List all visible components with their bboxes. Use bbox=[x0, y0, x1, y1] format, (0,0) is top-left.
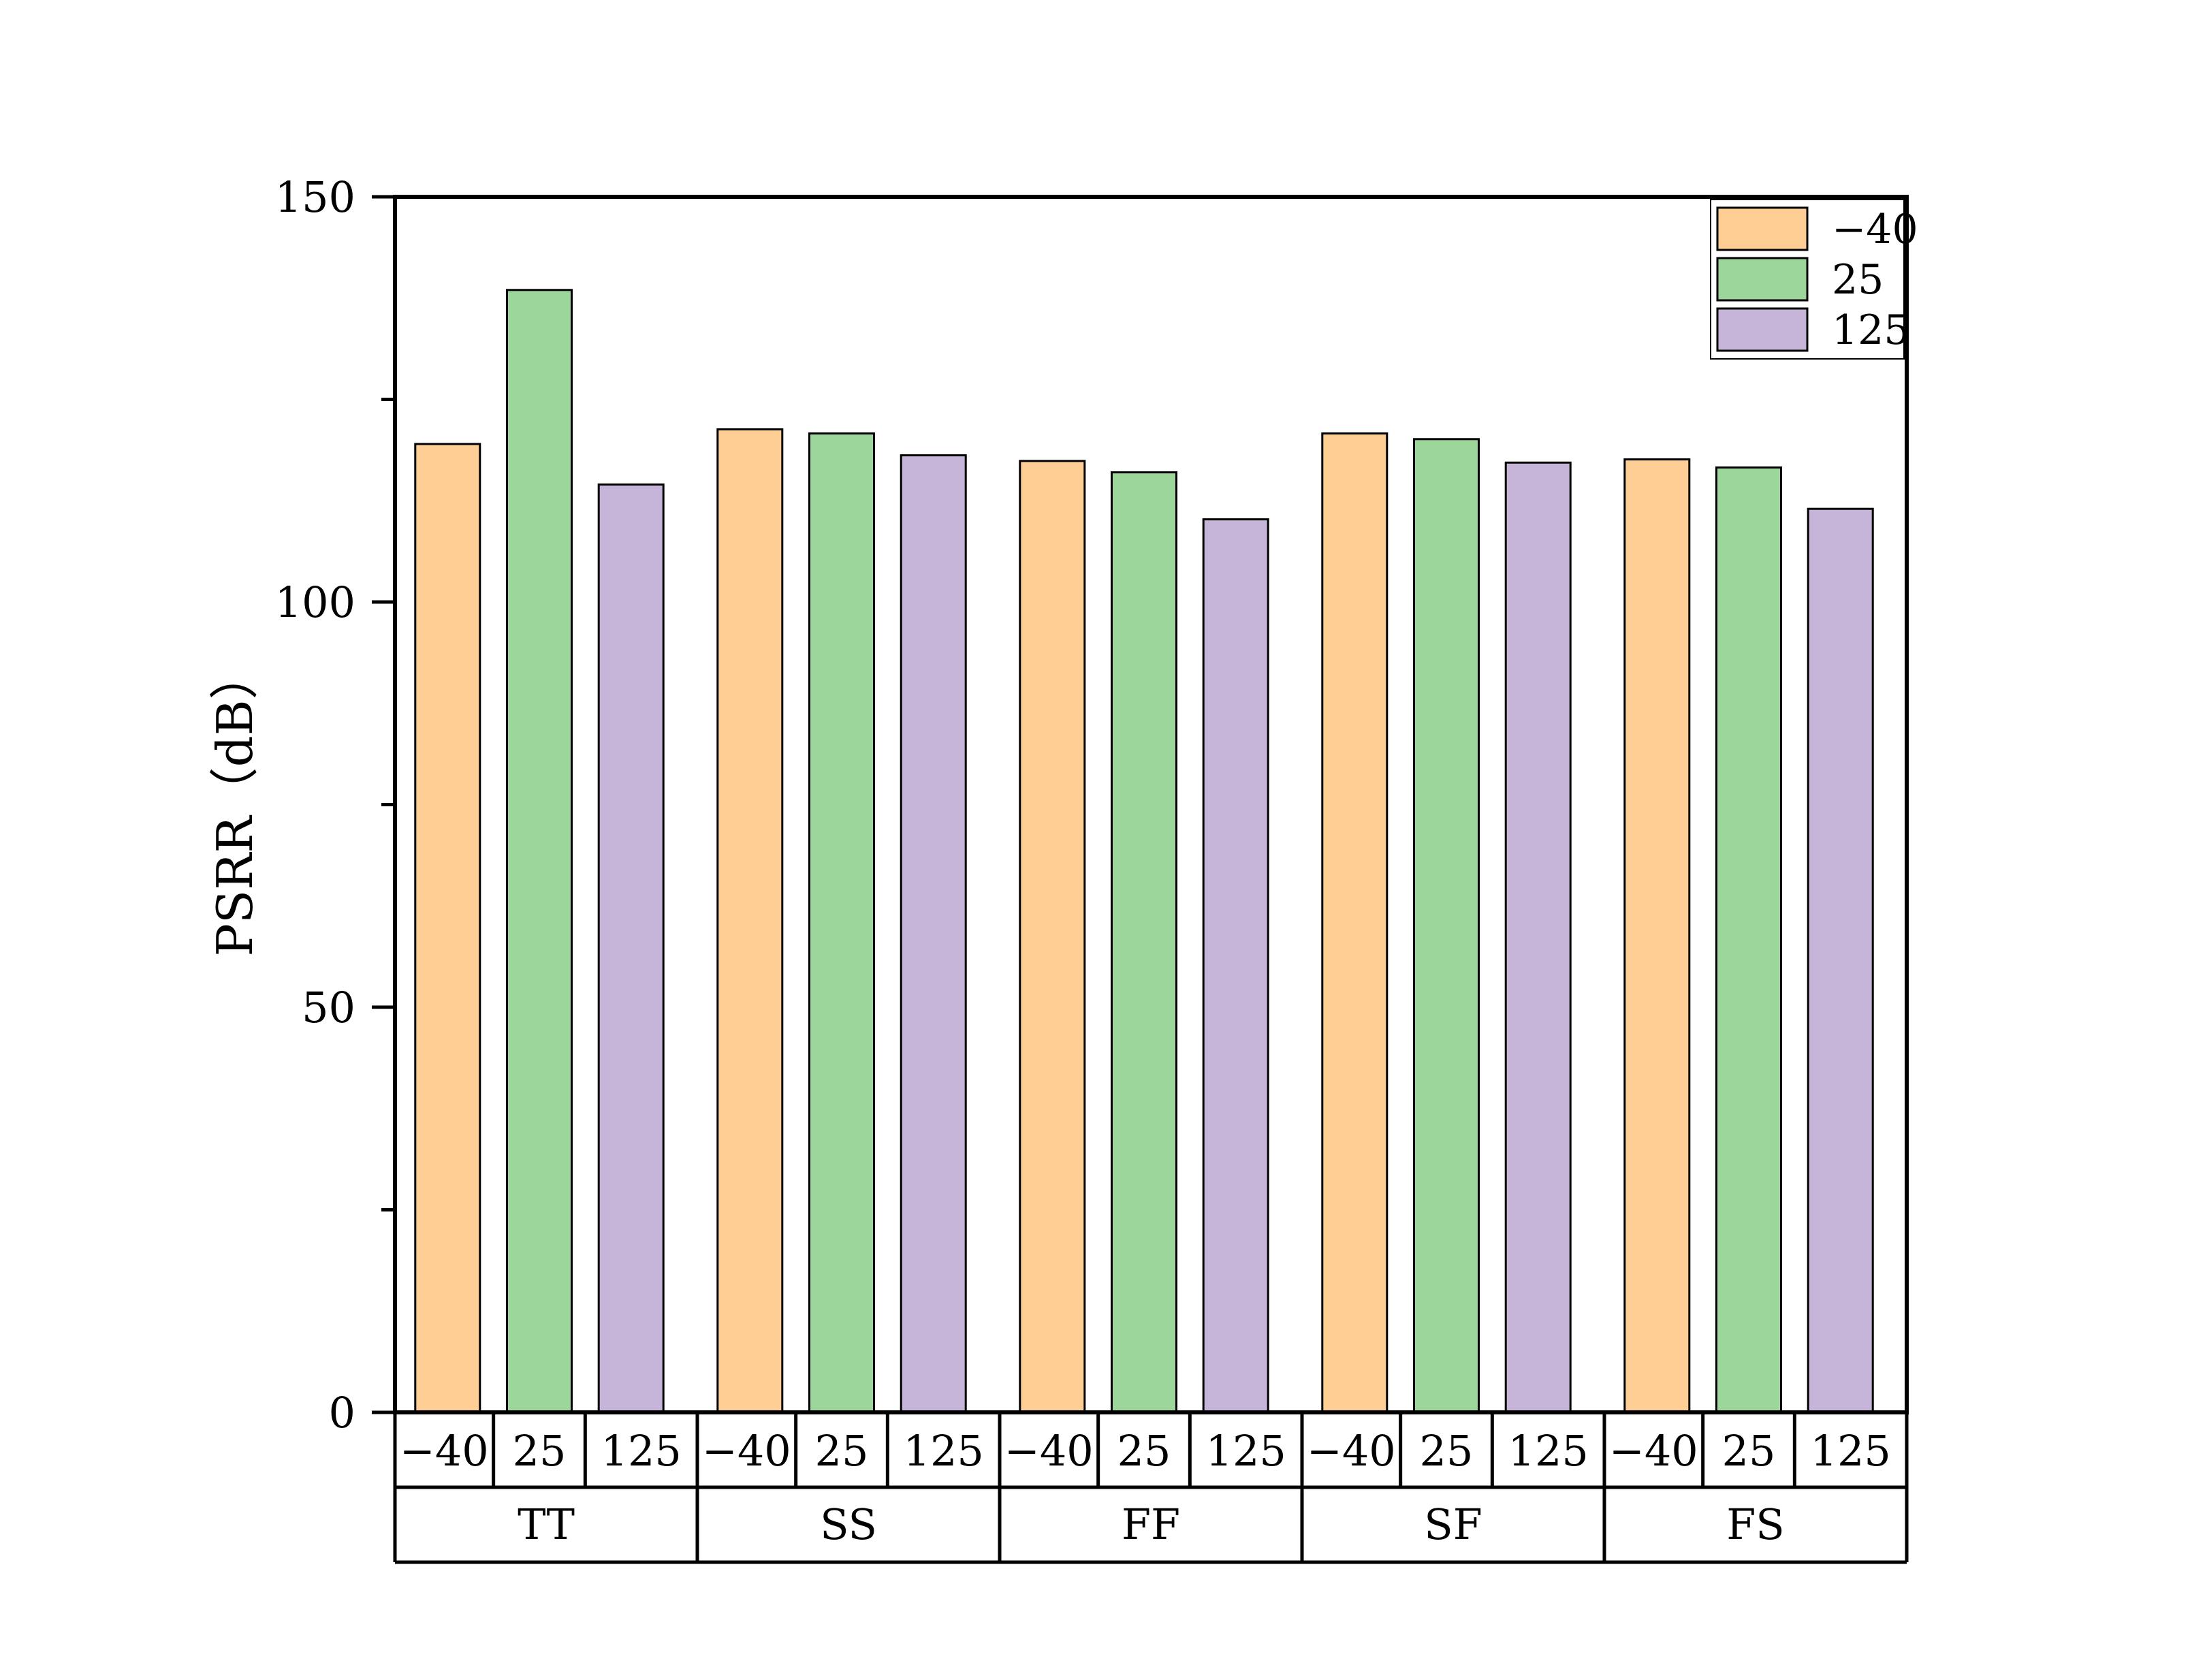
x-sub-category-label: 125 bbox=[1206, 1426, 1286, 1476]
bar-sf-2 bbox=[1504, 461, 1572, 1414]
legend-swatch-0 bbox=[1716, 206, 1809, 251]
x-sub-category-label: −40 bbox=[1004, 1426, 1094, 1476]
x-group-label: SS bbox=[820, 1500, 877, 1549]
bar-ff-2 bbox=[1202, 518, 1269, 1414]
x-sub-category-label: 25 bbox=[815, 1426, 869, 1476]
legend-label-1: 25 bbox=[1832, 256, 1884, 304]
bar-sf-0 bbox=[1321, 432, 1388, 1414]
bar-fs-1 bbox=[1715, 466, 1782, 1414]
legend-swatch-2 bbox=[1716, 307, 1809, 352]
bar-fs-2 bbox=[1807, 507, 1874, 1414]
x-group-label: FS bbox=[1726, 1500, 1785, 1549]
x-sub-category-label: −40 bbox=[400, 1426, 489, 1476]
bar-tt-2 bbox=[597, 484, 665, 1414]
bar-ss-0 bbox=[716, 428, 784, 1414]
y-axis: 0 50 100 150 bbox=[275, 172, 395, 1438]
bar-sf-1 bbox=[1413, 438, 1480, 1414]
bar-ss-1 bbox=[808, 432, 875, 1414]
bar-fs-0 bbox=[1623, 458, 1691, 1414]
legend-swatch-1 bbox=[1716, 257, 1809, 302]
bar-tt-0 bbox=[414, 443, 481, 1414]
y-tick-label: 50 bbox=[302, 983, 355, 1032]
legend-label-0: −40 bbox=[1832, 206, 1918, 253]
x-sub-category-label: 25 bbox=[1722, 1426, 1776, 1476]
x-sub-category-label: 25 bbox=[513, 1426, 567, 1476]
x-group-label: TT bbox=[518, 1500, 575, 1549]
x-sub-category-label: −40 bbox=[1609, 1426, 1698, 1476]
y-axis-title: PSRR（dB） bbox=[206, 650, 264, 956]
x-sub-category-label: 125 bbox=[1508, 1426, 1589, 1476]
bar-ff-0 bbox=[1019, 460, 1086, 1414]
x-sub-category-label: 125 bbox=[1811, 1426, 1891, 1476]
bar-ff-1 bbox=[1111, 471, 1177, 1414]
bars-layer bbox=[414, 289, 1874, 1414]
x-sub-category-label: −40 bbox=[702, 1426, 791, 1476]
x-axis-table: −40 25 125 TT −40 25 125 SS −40 25 125 FF −40 25 125 SF… bbox=[393, 1412, 1909, 1564]
legend-label-2: 125 bbox=[1832, 306, 1910, 354]
y-tick-label: 0 bbox=[329, 1388, 355, 1438]
bar-ss-2 bbox=[900, 454, 967, 1414]
y-tick-label: 100 bbox=[275, 577, 355, 627]
x-group-label: FF bbox=[1122, 1500, 1180, 1549]
x-sub-category-label: −40 bbox=[1307, 1426, 1396, 1476]
x-group-label: SF bbox=[1424, 1500, 1482, 1549]
x-sub-category-label: 125 bbox=[601, 1426, 682, 1476]
x-sub-category-label: 25 bbox=[1117, 1426, 1171, 1476]
y-tick-label: 150 bbox=[275, 172, 355, 222]
x-sub-category-label: 125 bbox=[904, 1426, 984, 1476]
x-sub-category-label: 25 bbox=[1420, 1426, 1474, 1476]
bar-tt-1 bbox=[506, 289, 573, 1414]
